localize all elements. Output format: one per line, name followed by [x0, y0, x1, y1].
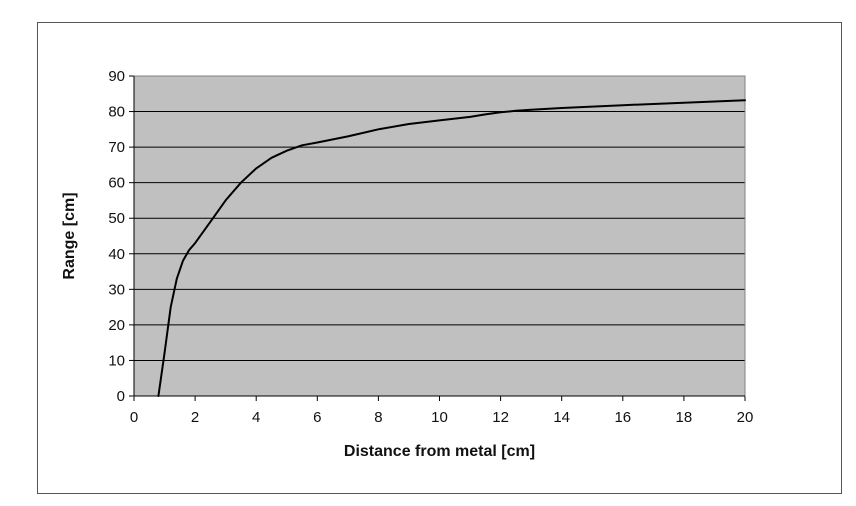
x-tick-label-16: 16: [614, 409, 631, 426]
y-axis-title: Range [cm]: [61, 192, 78, 279]
x-tick-label-14: 14: [553, 409, 570, 426]
y-tick-label-0: 0: [117, 388, 125, 405]
x-tick-label-10: 10: [431, 409, 448, 426]
x-tick-label-12: 12: [492, 409, 509, 426]
y-tick-label-90: 90: [108, 68, 125, 85]
y-tick-label-60: 60: [108, 175, 125, 192]
x-tick-label-6: 6: [313, 409, 321, 426]
series-layer: [157, 99, 746, 397]
x-axis-title: Distance from metal [cm]: [344, 443, 535, 460]
y-tick-label-50: 50: [108, 210, 125, 227]
line-chart: 0 10 20 30 40 50 60 70 80 90 0 2 4 6 8 10 12 14 16 18 20 Dis…: [61, 68, 753, 460]
y-tick-label-70: 70: [108, 139, 125, 156]
x-tick-label-0: 0: [130, 409, 138, 426]
x-tick-label-4: 4: [252, 409, 260, 426]
chart-frame: 0 10 20 30 40 50 60 70 80 90 0 2 4 6 8 10 12 14 16 18 20 Dis…: [37, 22, 842, 494]
series-line-0: [157, 99, 746, 397]
y-tick-label-30: 30: [108, 281, 125, 298]
x-tick-label-8: 8: [374, 409, 382, 426]
tick-labels: 0 10 20 30 40 50 60 70 80 90 0 2 4 6 8 10 12 14 16 18 20: [108, 68, 753, 426]
x-tick-label-2: 2: [191, 409, 199, 426]
y-tick-label-20: 20: [108, 317, 125, 334]
y-tick-label-10: 10: [108, 352, 125, 369]
axes: [129, 75, 746, 401]
y-tick-label-80: 80: [108, 104, 125, 121]
plot-area: [134, 76, 745, 396]
x-tick-label-18: 18: [676, 409, 693, 426]
x-tick-label-20: 20: [737, 409, 754, 426]
y-tick-label-40: 40: [108, 246, 125, 263]
